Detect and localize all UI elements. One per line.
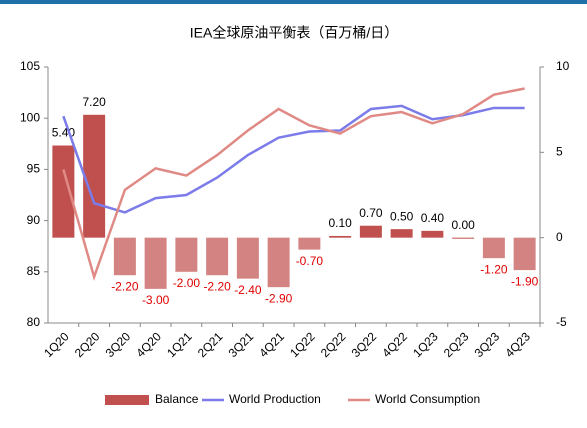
- data-label: -2.20: [111, 279, 139, 293]
- bar: [329, 235, 352, 238]
- data-label: 0.50: [390, 209, 414, 223]
- y-tick-label: 80: [27, 315, 41, 329]
- data-label: -2.40: [234, 283, 262, 297]
- bar: [236, 237, 259, 279]
- data-label: -3.00: [142, 293, 170, 307]
- line: [62, 104, 525, 214]
- bar: [144, 237, 167, 289]
- data-label: -2.00: [173, 276, 201, 290]
- legend-label: World Consumption: [375, 392, 480, 406]
- bar: [452, 237, 475, 239]
- y-tick-label: 95: [27, 162, 41, 176]
- y2-tick-label: -5: [556, 315, 567, 329]
- y2-tick-label: 10: [556, 59, 570, 73]
- bar: [52, 145, 75, 238]
- y2-tick-label: 0: [556, 230, 563, 244]
- legend-label: World Production: [229, 392, 321, 406]
- legend-swatch: [105, 395, 149, 405]
- bar: [113, 237, 136, 276]
- bar: [482, 237, 505, 259]
- y2-tick-label: 5: [556, 145, 563, 159]
- bar: [206, 237, 229, 276]
- legend-label: Balance: [155, 392, 199, 406]
- line: [62, 87, 525, 282]
- bar: [390, 229, 413, 238]
- data-label: 0.70: [359, 206, 383, 220]
- bar: [175, 237, 198, 272]
- data-label: -2.20: [203, 279, 231, 293]
- data-label: -2.90: [265, 291, 293, 305]
- y-tick-label: 85: [27, 264, 41, 278]
- bar: [513, 237, 536, 271]
- y-tick-label: 100: [20, 110, 40, 124]
- data-label: -0.70: [296, 254, 324, 268]
- bar: [298, 237, 321, 250]
- data-label: 0.10: [328, 216, 352, 230]
- bar: [421, 230, 444, 238]
- y-tick-label: 105: [20, 59, 40, 73]
- top-border: [0, 0, 587, 4]
- chart-title: IEA全球原油平衡表（百万桶/日）: [190, 25, 398, 41]
- data-label: 0.40: [421, 211, 445, 225]
- bar: [267, 237, 290, 288]
- data-label: -1.20: [480, 262, 508, 276]
- data-label: -1.90: [511, 274, 539, 288]
- y-tick-label: 90: [27, 213, 41, 227]
- bar: [359, 225, 382, 238]
- data-label: 0.00: [451, 218, 475, 232]
- data-label: 7.20: [82, 95, 106, 109]
- bar: [83, 114, 106, 238]
